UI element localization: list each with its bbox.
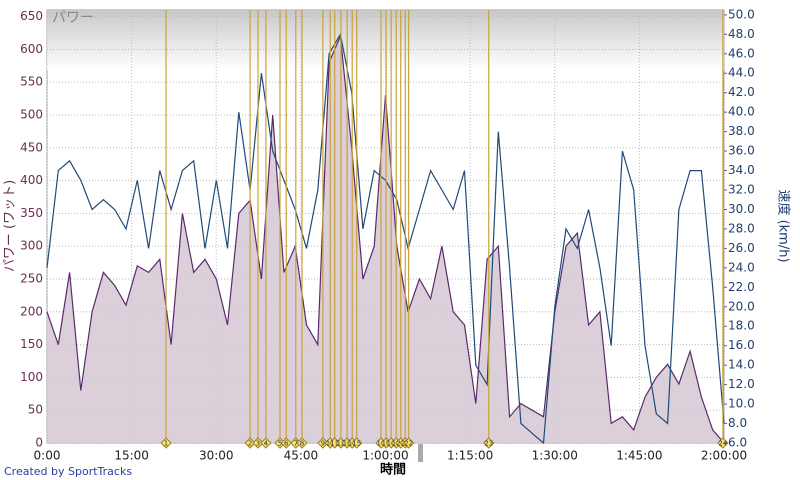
y2-tick-label: 28.0 xyxy=(728,221,755,235)
y-tick-label: 350 xyxy=(20,206,43,220)
y-tick-label: 0 xyxy=(35,436,43,450)
lap-label: 3 xyxy=(256,440,260,448)
y2-tick-label: 48.0 xyxy=(728,27,755,41)
lap-label: 15 xyxy=(352,440,361,448)
y-tick-label: 250 xyxy=(20,271,43,285)
y2-tick-label: 20.0 xyxy=(728,299,755,313)
lap-label: 9 xyxy=(321,440,325,448)
y2-tick-label: 40.0 xyxy=(728,105,755,119)
y2-tick-label: 50.0 xyxy=(728,7,755,21)
y2-tick-label: 10.0 xyxy=(728,397,755,411)
y2-tick-label: 38.0 xyxy=(728,124,755,138)
y-tick-label: 100 xyxy=(20,370,43,384)
lap-label: 12 xyxy=(336,440,345,448)
x-tick-label: 45:00 xyxy=(284,449,319,463)
y2-tick-label: 44.0 xyxy=(728,66,755,80)
y-tick-label: 500 xyxy=(20,107,43,121)
y2-axis-label: 速度 (km/h) xyxy=(776,189,792,262)
y2-tick-label: 32.0 xyxy=(728,183,755,197)
y2-tick-label: 22.0 xyxy=(728,280,755,294)
footer: Created by SportTracks xyxy=(4,465,132,478)
x-tick-label: 15:00 xyxy=(114,449,149,463)
lap-label: 5 xyxy=(278,440,282,448)
lap-marker xyxy=(260,437,272,449)
y2-tick-label: 16.0 xyxy=(728,338,755,352)
y-tick-label: 50 xyxy=(28,403,43,417)
lap-marker xyxy=(160,437,172,449)
y-tick-label: 550 xyxy=(20,75,43,89)
y-tick-label: 200 xyxy=(20,304,43,318)
lap-marker xyxy=(296,437,308,449)
y2-tick-label: 18.0 xyxy=(728,319,755,333)
lap-label: 4 xyxy=(264,440,269,448)
y2-tick-label: 30.0 xyxy=(728,202,755,216)
y2-tick-label: 42.0 xyxy=(728,85,755,99)
x-axis-label: 時間 xyxy=(380,462,406,478)
y2-tick-label: 34.0 xyxy=(728,163,755,177)
lap-label: 2 xyxy=(248,440,252,448)
y-tick-label: 600 xyxy=(20,42,43,56)
x-tick-label: 0:00 xyxy=(34,449,61,463)
y-tick-label: 450 xyxy=(20,140,43,154)
y2-tick-label: 36.0 xyxy=(728,144,755,158)
lap-label: 1 xyxy=(164,440,168,448)
x-tick-label: 1:15:00 xyxy=(447,449,493,463)
scroll-handle xyxy=(418,444,423,462)
y-tick-label: 400 xyxy=(20,173,43,187)
lap-marker xyxy=(252,437,264,449)
y2-tick-label: 24.0 xyxy=(728,260,755,274)
lap-label: 8 xyxy=(300,440,304,448)
x-tick-label: 1:45:00 xyxy=(616,449,662,463)
x-tick-label: 30:00 xyxy=(199,449,234,463)
chart-title: パワー xyxy=(52,10,94,26)
y-tick-label: 300 xyxy=(20,239,43,253)
y2-tick-label: 6.0 xyxy=(728,436,747,450)
lap-label: 11 xyxy=(330,440,339,448)
lap-marker xyxy=(244,437,256,449)
y-tick-label: 650 xyxy=(20,9,43,23)
y-tick-label: 150 xyxy=(20,337,43,351)
x-tick-label: 1:00:00 xyxy=(362,449,408,463)
lap-marker xyxy=(351,437,363,449)
lap-label: 23 xyxy=(484,440,493,448)
y2-tick-label: 14.0 xyxy=(728,358,755,372)
lap-marker xyxy=(483,437,495,449)
x-tick-label: 1:30:00 xyxy=(532,449,578,463)
lap-label: 6 xyxy=(284,440,289,448)
lap-label: 7 xyxy=(294,440,298,448)
x-tick-label: 2:00:00 xyxy=(701,449,747,463)
y-axis-label: パワー (ワット) xyxy=(3,180,18,272)
lap-marker xyxy=(717,437,729,449)
lap-label: 22 xyxy=(404,440,413,448)
y2-tick-label: 26.0 xyxy=(728,241,755,255)
lap-marker xyxy=(402,437,415,449)
y2-tick-label: 8.0 xyxy=(728,416,747,430)
y2-tick-label: 46.0 xyxy=(728,46,755,60)
y2-tick-label: 12.0 xyxy=(728,377,755,391)
lap-marker xyxy=(280,437,292,449)
lap-label: 24 xyxy=(718,440,727,448)
